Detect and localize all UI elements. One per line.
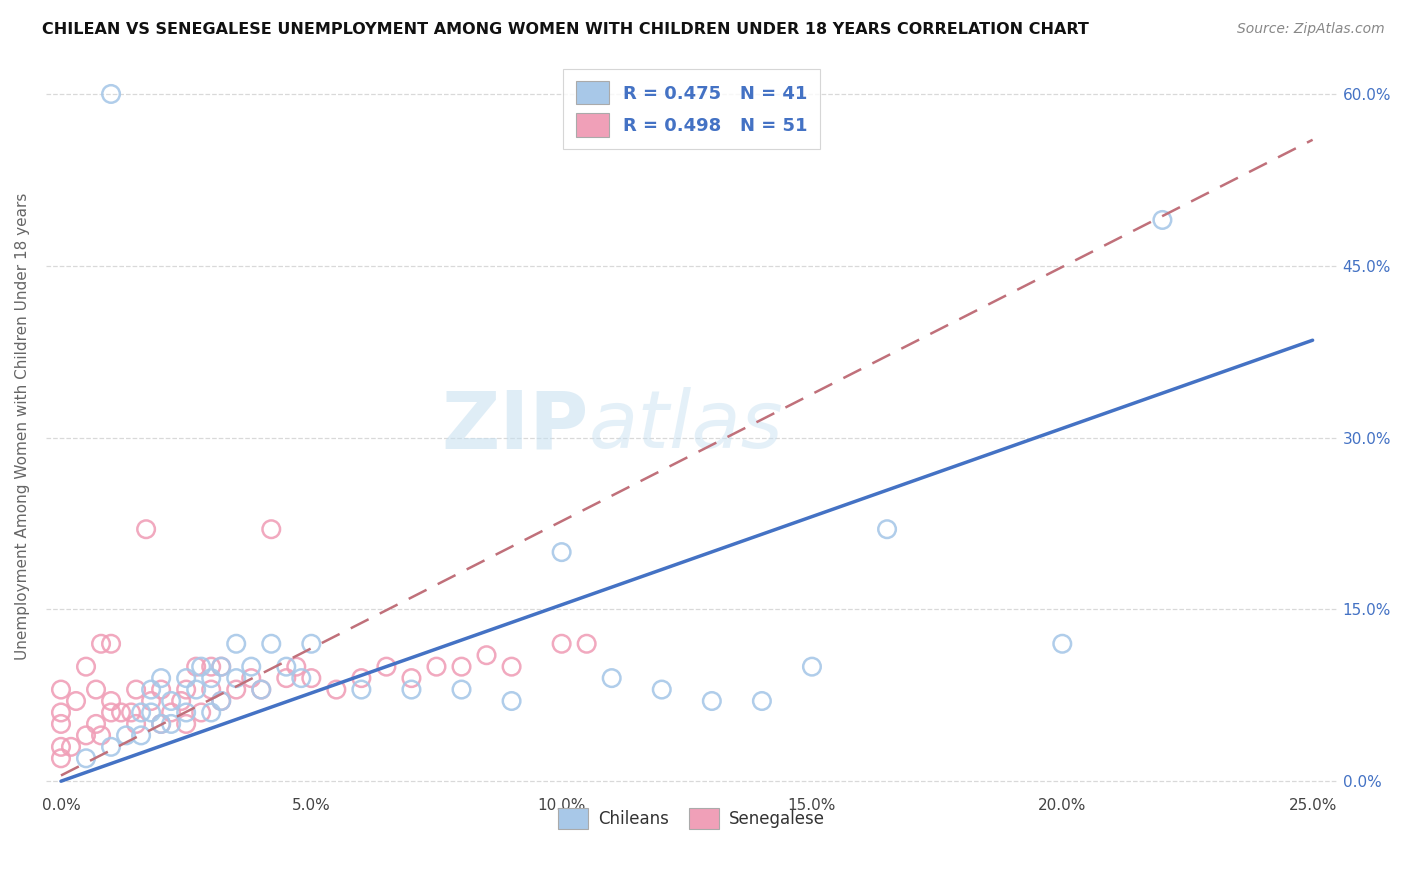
Point <box>100 87 122 101</box>
Point <box>75 728 97 742</box>
Point <box>174 671 197 685</box>
Point <box>160 717 183 731</box>
Point <box>150 682 173 697</box>
Point <box>125 717 148 731</box>
Y-axis label: Unemployment Among Women with Children Under 18 years: Unemployment Among Women with Children U… <box>15 193 30 660</box>
Point <box>84 717 107 731</box>
Point <box>876 522 898 536</box>
Point <box>115 728 138 742</box>
Point <box>75 751 97 765</box>
Point <box>325 682 347 697</box>
Point <box>401 671 423 685</box>
Point <box>240 671 263 685</box>
Point <box>186 682 208 697</box>
Point <box>475 648 498 663</box>
Point <box>501 694 523 708</box>
Point <box>800 659 823 673</box>
Point <box>49 739 72 754</box>
Text: CHILEAN VS SENEGALESE UNEMPLOYMENT AMONG WOMEN WITH CHILDREN UNDER 18 YEARS CORR: CHILEAN VS SENEGALESE UNEMPLOYMENT AMONG… <box>42 22 1090 37</box>
Point <box>49 717 72 731</box>
Point <box>401 682 423 697</box>
Point <box>651 682 673 697</box>
Text: Source: ZipAtlas.com: Source: ZipAtlas.com <box>1237 22 1385 37</box>
Point <box>200 671 222 685</box>
Point <box>350 671 373 685</box>
Point <box>84 682 107 697</box>
Point <box>550 545 572 559</box>
Point <box>209 659 232 673</box>
Point <box>139 706 162 720</box>
Point <box>225 637 247 651</box>
Text: ZIP: ZIP <box>441 387 589 465</box>
Point <box>110 706 132 720</box>
Point <box>425 659 447 673</box>
Point <box>139 694 162 708</box>
Point <box>100 739 122 754</box>
Point <box>350 682 373 697</box>
Point <box>700 694 723 708</box>
Point <box>150 717 173 731</box>
Point <box>150 671 173 685</box>
Point <box>100 706 122 720</box>
Point <box>170 694 193 708</box>
Point <box>375 659 398 673</box>
Point <box>125 682 148 697</box>
Point <box>290 671 312 685</box>
Point <box>260 522 283 536</box>
Point <box>276 659 298 673</box>
Point <box>200 706 222 720</box>
Point <box>160 706 183 720</box>
Point <box>100 637 122 651</box>
Point <box>250 682 273 697</box>
Point <box>501 659 523 673</box>
Point <box>60 739 83 754</box>
Point <box>600 671 623 685</box>
Point <box>225 671 247 685</box>
Point <box>120 706 142 720</box>
Point <box>751 694 773 708</box>
Point <box>450 659 472 673</box>
Point <box>186 659 208 673</box>
Point <box>240 659 263 673</box>
Point <box>174 717 197 731</box>
Point <box>250 682 273 697</box>
Point <box>139 682 162 697</box>
Point <box>135 522 157 536</box>
Point <box>129 706 152 720</box>
Point <box>209 694 232 708</box>
Point <box>276 671 298 685</box>
Point <box>129 728 152 742</box>
Point <box>1052 637 1074 651</box>
Point <box>450 682 472 697</box>
Text: atlas: atlas <box>589 387 783 465</box>
Point <box>100 694 122 708</box>
Point <box>190 706 212 720</box>
Point <box>65 694 87 708</box>
Point <box>200 659 222 673</box>
Point <box>174 682 197 697</box>
Point <box>225 682 247 697</box>
Point <box>49 751 72 765</box>
Point <box>209 659 232 673</box>
Point <box>299 671 322 685</box>
Point <box>1152 213 1174 227</box>
Point <box>174 706 197 720</box>
Point <box>190 659 212 673</box>
Legend: Chileans, Senegalese: Chileans, Senegalese <box>551 801 832 836</box>
Point <box>49 682 72 697</box>
Point <box>75 659 97 673</box>
Point <box>90 728 112 742</box>
Point <box>49 706 72 720</box>
Point <box>209 694 232 708</box>
Point <box>285 659 308 673</box>
Point <box>90 637 112 651</box>
Point <box>575 637 598 651</box>
Point <box>299 637 322 651</box>
Point <box>150 717 173 731</box>
Point <box>160 694 183 708</box>
Point <box>550 637 572 651</box>
Point <box>260 637 283 651</box>
Point <box>200 682 222 697</box>
